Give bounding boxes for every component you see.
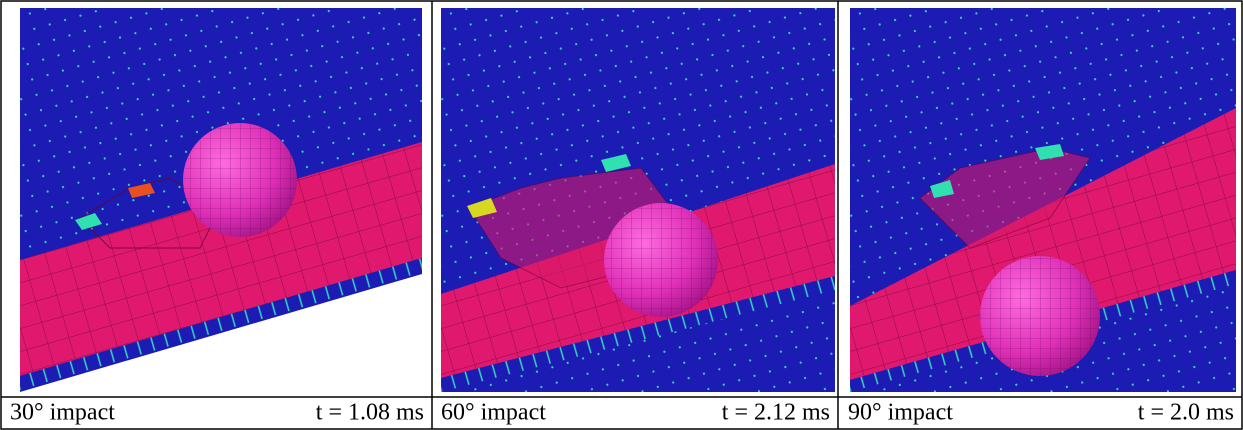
angle-label: 90° impact <box>848 400 953 426</box>
angle-label: 60° impact <box>441 400 546 426</box>
angle-label: 30° impact <box>10 400 115 426</box>
simulation-image <box>20 8 422 392</box>
time-label: t = 1.08 ms <box>316 400 424 426</box>
time-label: t = 2.12 ms <box>722 400 830 426</box>
figure: 30° impact t = 1.08 ms 60° impact t = 2.… <box>0 0 1243 430</box>
time-label: t = 2.0 ms <box>1138 400 1234 426</box>
simulation-image <box>441 8 835 392</box>
simulation-image <box>850 8 1236 408</box>
